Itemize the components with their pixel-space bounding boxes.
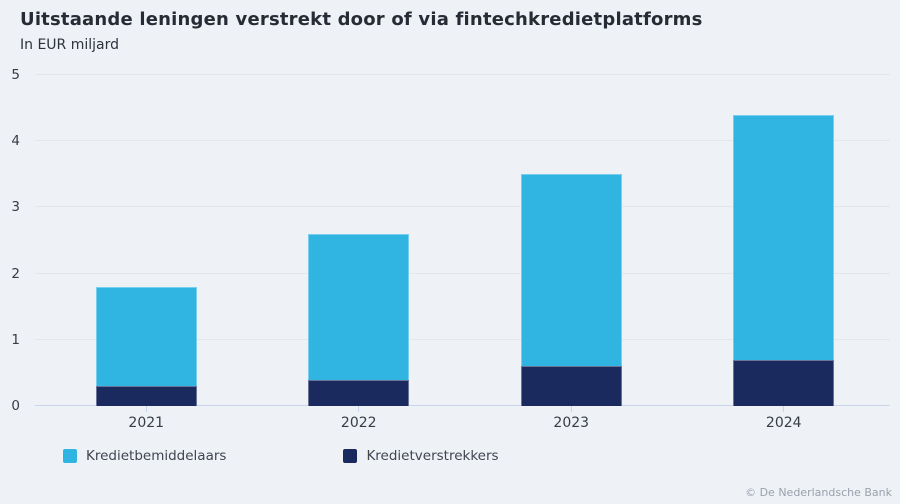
- chart-subtitle: In EUR miljard: [20, 37, 120, 53]
- gridline: [35, 74, 890, 75]
- bar-segment-2021-kredietverstrekkers[interactable]: [95, 386, 197, 406]
- x-tick-label-2021: 2021: [128, 415, 165, 431]
- x-tick-mark: [358, 406, 360, 412]
- legend-swatch-icon: [343, 449, 358, 463]
- y-tick-label: 1: [11, 331, 20, 348]
- y-tick-label: 5: [11, 67, 20, 83]
- gridline: [35, 338, 890, 340]
- x-axis-line: [35, 405, 890, 406]
- bar-segment-2022-kredietverstrekkers[interactable]: [308, 379, 410, 406]
- chart-title: Uitstaande leningen verstrekt door of vi…: [20, 9, 703, 30]
- y-tick-label: 4: [11, 133, 20, 150]
- x-tick-label-2022: 2022: [340, 415, 377, 431]
- x-tick-mark: [783, 406, 785, 412]
- bar-segment-2024-kredietverstrekkers[interactable]: [733, 359, 835, 406]
- bar-segment-2022-kredietbemiddelaars[interactable]: [308, 233, 410, 380]
- gridline: [35, 272, 890, 274]
- x-tick-label-2024: 2024: [765, 415, 802, 431]
- footer-credit: © De Nederlandsche Bank: [745, 486, 892, 499]
- x-tick-mark: [145, 406, 147, 412]
- x-tick-mark: [570, 406, 572, 412]
- y-tick-label: 3: [11, 199, 20, 216]
- legend: Kredietbemiddelaars Kredietverstrekkers: [63, 448, 499, 464]
- bar-segment-2023-kredietbemiddelaars[interactable]: [520, 174, 622, 367]
- y-tick-label: 0: [11, 398, 20, 414]
- plot-area: 0 1 2 3 4 5 2021 2022 2023 2024: [11, 67, 890, 431]
- gridline: [35, 140, 890, 142]
- bar-segment-2024-kredietbemiddelaars[interactable]: [733, 114, 835, 360]
- gridline: [35, 206, 890, 208]
- bar-segment-2023-kredietverstrekkers[interactable]: [520, 366, 622, 406]
- legend-item-kredietbemiddelaars[interactable]: Kredietbemiddelaars: [63, 448, 226, 464]
- legend-label: Kredietbemiddelaars: [86, 448, 227, 464]
- x-tick-label-2023: 2023: [553, 415, 590, 431]
- legend-label: Kredietverstrekkers: [366, 448, 499, 464]
- bar-segment-2021-kredietbemiddelaars[interactable]: [95, 286, 197, 387]
- legend-item-kredietverstrekkers[interactable]: Kredietverstrekkers: [343, 448, 499, 464]
- legend-swatch-icon: [63, 449, 77, 463]
- y-tick-label: 2: [11, 265, 20, 282]
